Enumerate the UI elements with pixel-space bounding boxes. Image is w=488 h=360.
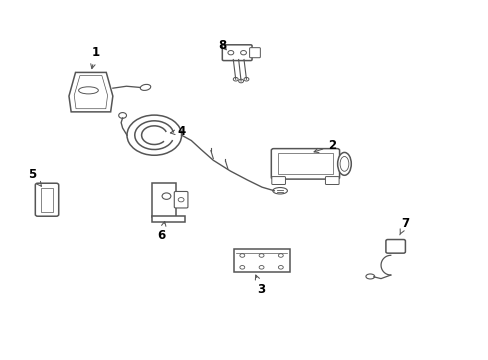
FancyBboxPatch shape	[152, 183, 175, 217]
FancyBboxPatch shape	[325, 177, 338, 184]
Circle shape	[119, 113, 126, 118]
Circle shape	[278, 254, 283, 257]
Circle shape	[238, 79, 243, 83]
Circle shape	[227, 50, 233, 55]
Text: 8: 8	[218, 39, 226, 52]
Text: 5: 5	[28, 168, 41, 186]
Text: 3: 3	[255, 275, 265, 296]
FancyBboxPatch shape	[271, 177, 285, 184]
FancyBboxPatch shape	[233, 249, 289, 273]
Text: 1: 1	[91, 46, 100, 69]
Circle shape	[178, 198, 183, 202]
FancyBboxPatch shape	[152, 216, 185, 222]
FancyBboxPatch shape	[385, 239, 405, 253]
Circle shape	[240, 254, 244, 257]
FancyBboxPatch shape	[174, 192, 187, 208]
PathPatch shape	[69, 72, 113, 112]
Ellipse shape	[365, 274, 374, 279]
FancyBboxPatch shape	[249, 48, 260, 58]
Ellipse shape	[337, 152, 350, 175]
Circle shape	[240, 50, 246, 55]
Ellipse shape	[79, 87, 98, 94]
Circle shape	[278, 266, 283, 269]
Circle shape	[244, 77, 248, 81]
Text: 4: 4	[170, 125, 185, 138]
FancyBboxPatch shape	[222, 45, 251, 60]
Circle shape	[233, 77, 238, 81]
Ellipse shape	[272, 188, 287, 194]
FancyBboxPatch shape	[35, 183, 59, 216]
Ellipse shape	[140, 84, 150, 90]
Circle shape	[162, 193, 170, 199]
Circle shape	[259, 254, 264, 257]
Text: 6: 6	[157, 221, 165, 242]
Circle shape	[259, 266, 264, 269]
Text: 2: 2	[313, 139, 336, 153]
FancyBboxPatch shape	[271, 149, 339, 179]
Circle shape	[240, 266, 244, 269]
Text: 7: 7	[399, 216, 408, 235]
